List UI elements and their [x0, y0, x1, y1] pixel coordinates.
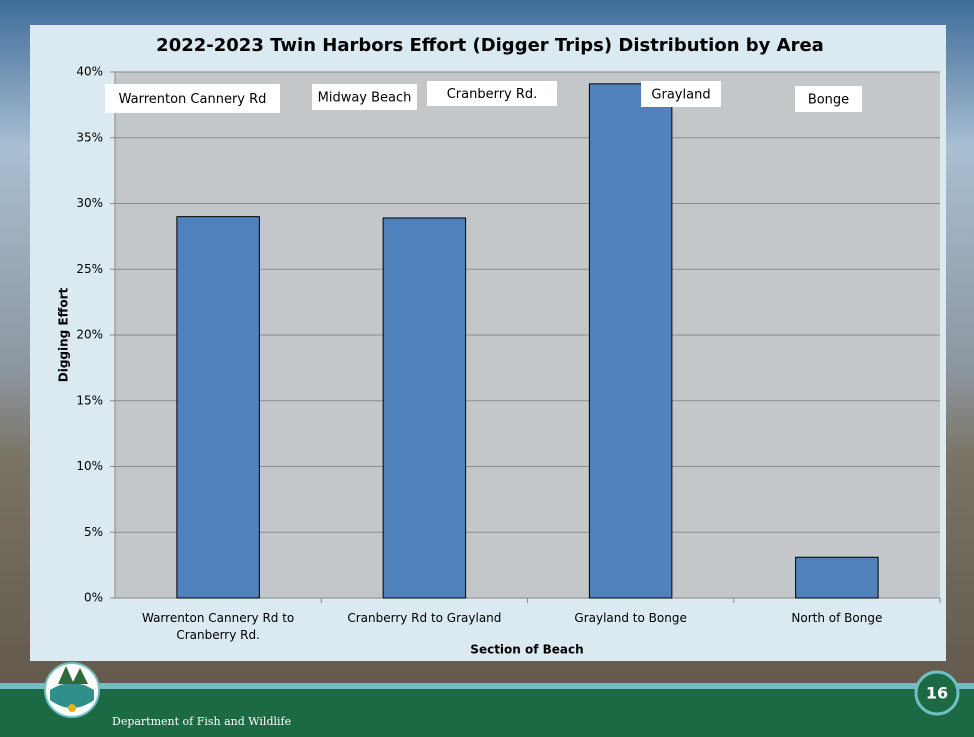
annotation: Grayland — [651, 88, 710, 103]
footer-stripe — [0, 683, 974, 689]
annotation-box — [105, 84, 280, 113]
logo — [44, 662, 100, 718]
y-tick-label: 5% — [84, 525, 103, 539]
x-tick-label: Cranberry Rd to Grayland — [347, 611, 502, 625]
organization: Department of Fish and Wildlife — [112, 715, 291, 728]
bar — [382, 217, 467, 599]
y-tick-label: 0% — [84, 591, 103, 605]
x-tick-label: North of Bonge — [791, 611, 883, 625]
footer-bar — [0, 688, 974, 737]
page-number: 16 — [926, 684, 948, 703]
annotation-box — [312, 84, 417, 110]
page-badge — [914, 670, 960, 716]
y-tick-label: 15% — [76, 393, 103, 407]
annotation: Midway Beach — [318, 91, 412, 106]
y-tick-label: 40% — [76, 65, 103, 79]
y-tick-label: 30% — [76, 196, 103, 210]
annotation: Bonge — [808, 93, 849, 108]
bar — [795, 556, 879, 599]
x-axis-title: Section of Beach — [470, 643, 583, 657]
annotation-box — [641, 81, 721, 107]
annotation-box — [795, 86, 862, 112]
y-tick-label: 35% — [76, 130, 103, 144]
annotation: Warrenton Cannery Rd — [119, 92, 267, 107]
annotation-box — [427, 81, 557, 106]
y-tick-label: 10% — [76, 459, 103, 473]
x-tick-label: Warrenton Cannery Rd to Cranberry Rd. — [141, 611, 295, 642]
y-tick-label: 20% — [76, 328, 103, 342]
y-axis-title: Digging Effort — [57, 287, 71, 382]
bar — [588, 83, 673, 599]
x-tick-label: Grayland to Bonge — [574, 611, 687, 625]
annotation: Cranberry Rd. — [447, 87, 538, 102]
bar — [176, 216, 260, 599]
y-tick-label: 25% — [76, 262, 103, 276]
chart-title: 2022-2023 Twin Harbors Effort (Digger Tr… — [156, 35, 824, 56]
